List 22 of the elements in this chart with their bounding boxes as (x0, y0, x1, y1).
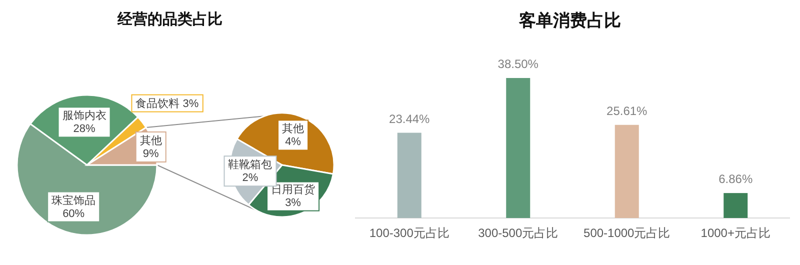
x-tick-label: 300-500元占比 (478, 226, 558, 240)
data-label: 9% (142, 148, 160, 160)
data-label: 25.61% (606, 104, 648, 118)
slice-label: 服饰内衣 (62, 109, 106, 122)
x-tick-label: 500-1000元占比 (584, 226, 670, 240)
chart-title: 经营的品类占比 (116, 11, 222, 28)
slice-label: 珠宝饰品 (52, 194, 96, 207)
data-label: 23.44% (389, 112, 430, 126)
slice-label: 其他 (282, 122, 304, 136)
data-label: 6.86% (718, 172, 753, 186)
data-label: 38.50% (498, 57, 539, 71)
x-tick-label: 100-300元占比 (369, 226, 450, 240)
data-label: 3% (285, 196, 302, 209)
x-tick-label: 1000+元占比 (700, 226, 770, 240)
data-label: 60% (62, 208, 85, 220)
chart-title: 客单消费占比 (518, 11, 621, 30)
slice-label: 鞋靴箱包 (228, 158, 272, 172)
slice-label: 其他 (140, 134, 162, 147)
data-label: 4% (285, 136, 302, 148)
data-label: 28% (73, 123, 96, 136)
data-label: 2% (242, 172, 258, 184)
slice-label: 食品饮料 3% (136, 96, 199, 110)
